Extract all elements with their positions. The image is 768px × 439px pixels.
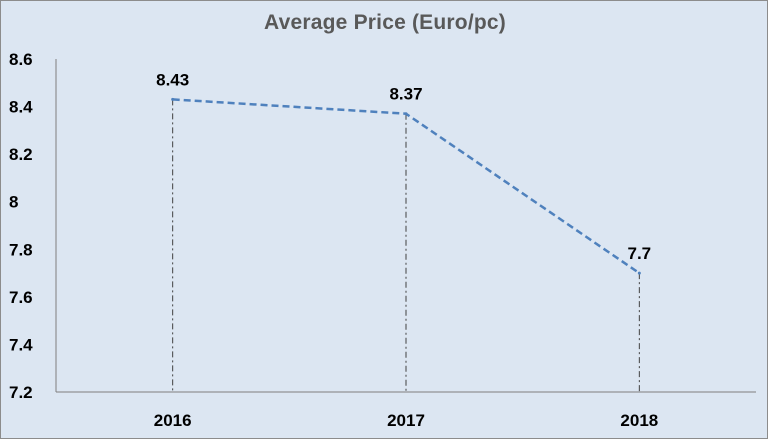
drop-lines-group (172, 99, 640, 392)
data-point (637, 271, 641, 275)
x-tick-label: 2017 (387, 411, 425, 430)
data-point (171, 97, 175, 101)
y-tick-label: 8.6 (9, 50, 33, 69)
axes-group (55, 59, 756, 393)
y-tick-label: 7.2 (9, 383, 33, 402)
x-tick-label: 2018 (620, 411, 658, 430)
data-label: 8.37 (389, 85, 422, 104)
y-tick-label: 8 (9, 193, 18, 212)
x-tick-label: 2016 (154, 411, 192, 430)
data-label: 7.7 (628, 244, 652, 263)
data-point (404, 112, 408, 116)
series-group (171, 97, 641, 275)
y-tick-label: 8.4 (9, 98, 33, 117)
y-tick-label: 7.6 (9, 288, 33, 307)
data-label: 8.43 (156, 70, 189, 89)
y-tick-label: 8.2 (9, 145, 33, 164)
y-tick-label: 7.4 (9, 335, 33, 354)
chart-title: Average Price (Euro/pc) (264, 11, 506, 34)
labels-group: 7.2 7.4 7.6 7.8 8 8.2 8.4 8.6 2016 2017 2018 8.43 8.… (9, 50, 658, 430)
y-tick-label: 7.8 (9, 240, 33, 259)
